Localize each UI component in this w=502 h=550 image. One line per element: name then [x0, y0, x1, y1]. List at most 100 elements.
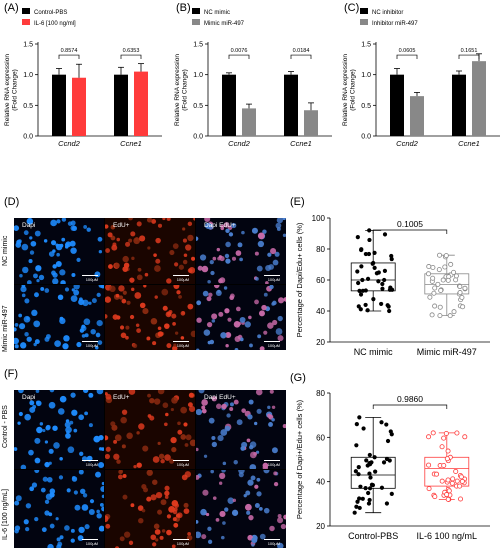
cell-nucleus [216, 403, 222, 410]
cell-nucleus [70, 225, 77, 231]
data-point [437, 313, 443, 319]
cell-nucleus [204, 218, 211, 223]
legend-swatch [192, 19, 200, 25]
p-value-label: 0.1651 [461, 48, 478, 54]
cell-nucleus [28, 449, 34, 456]
scale-bar [82, 274, 98, 276]
cell-nucleus [56, 243, 63, 251]
cell-nucleus [94, 271, 101, 278]
cell-nucleus [190, 330, 195, 337]
cell-nucleus [48, 461, 52, 465]
legend-label: NC inhibitor [372, 10, 403, 16]
cell-nucleus [221, 469, 226, 473]
cell-nucleus [70, 537, 75, 543]
data-point [364, 458, 369, 463]
cell-nucleus [208, 292, 213, 297]
data-point [357, 288, 362, 293]
cell-nucleus [236, 419, 243, 426]
data-point [380, 286, 385, 291]
cell-nucleus [44, 440, 49, 444]
scale-bar [82, 459, 98, 461]
cell-nucleus [184, 443, 189, 447]
data-point [358, 484, 363, 489]
cell-field [105, 218, 195, 284]
data-point [368, 475, 373, 480]
category-label: Ccnd2 [58, 139, 81, 148]
micrograph-tile: 100μM [105, 469, 195, 548]
bar [472, 61, 486, 136]
scale-label: 100μM [85, 541, 98, 546]
cell-nucleus [23, 315, 31, 323]
box-plot-g: 20 40 60 80 Percentage of Dapi+/Edu+ cells (… [295, 389, 490, 541]
data-point [379, 301, 384, 307]
data-point [354, 422, 359, 427]
cell-nucleus [97, 339, 103, 345]
cell-nucleus [157, 390, 165, 395]
cell-nucleus [283, 514, 286, 519]
data-point [388, 429, 393, 434]
bar [134, 71, 148, 136]
cell-nucleus [282, 424, 286, 429]
cell-nucleus [277, 315, 283, 321]
data-point [363, 288, 368, 293]
cell-nucleus [177, 429, 183, 435]
scale-label: 100μM [267, 461, 280, 467]
cell-nucleus [88, 508, 95, 515]
cell-nucleus [111, 225, 116, 229]
cell-nucleus [255, 390, 263, 396]
cell-nucleus [101, 481, 104, 485]
cell-nucleus [273, 481, 279, 486]
data-point [426, 434, 432, 440]
cell-nucleus [33, 273, 38, 279]
cell-nucleus [33, 342, 37, 346]
data-point [453, 277, 459, 283]
cell-nucleus [18, 313, 23, 317]
cell-nucleus [193, 218, 195, 221]
cell-field [196, 469, 286, 548]
data-point [385, 303, 390, 308]
scale-bar [264, 459, 280, 461]
cell-nucleus [189, 439, 195, 447]
channel-label: EdU+ [113, 222, 130, 229]
cell-nucleus [135, 323, 140, 327]
cell-nucleus [107, 232, 113, 238]
cell-nucleus [14, 225, 20, 231]
y-tick-label: 40 [316, 307, 325, 316]
cell-nucleus [161, 528, 166, 533]
cell-nucleus [207, 539, 213, 544]
legend-label: NC mimic [204, 10, 230, 16]
cell-nucleus [35, 265, 42, 272]
significance-bracket [396, 54, 418, 60]
cell-nucleus [267, 321, 274, 329]
y-tick-label: 100 [312, 214, 326, 223]
cell-nucleus [133, 465, 137, 469]
cell-nucleus [196, 530, 202, 538]
y-tick-label: 0.0 [193, 134, 203, 141]
cell-nucleus [96, 319, 103, 326]
cell-nucleus [18, 390, 24, 394]
row-label-f-0: Control - PBS [2, 405, 9, 448]
cell-nucleus [67, 446, 75, 454]
cell-nucleus [83, 390, 89, 394]
cell-nucleus [251, 542, 255, 547]
cell-nucleus [162, 218, 166, 221]
y-axis-label: Relative RNA expression(Fold Change) [4, 54, 19, 126]
cell-nucleus [170, 437, 177, 444]
cell-nucleus [57, 408, 65, 415]
cell-nucleus [14, 500, 20, 506]
cell-nucleus [262, 229, 267, 234]
data-point [367, 452, 372, 458]
cell-nucleus [48, 251, 55, 257]
data-point [379, 485, 385, 490]
cell-nucleus [197, 265, 203, 271]
data-point [366, 251, 372, 257]
cell-nucleus [257, 232, 265, 240]
cell-nucleus [258, 506, 263, 511]
cell-nucleus [61, 237, 66, 242]
cell-nucleus [121, 298, 127, 303]
cell-nucleus [122, 255, 129, 263]
data-point [449, 480, 455, 486]
cell-nucleus [219, 481, 223, 485]
data-point [363, 486, 368, 491]
cell-nucleus [110, 421, 116, 427]
